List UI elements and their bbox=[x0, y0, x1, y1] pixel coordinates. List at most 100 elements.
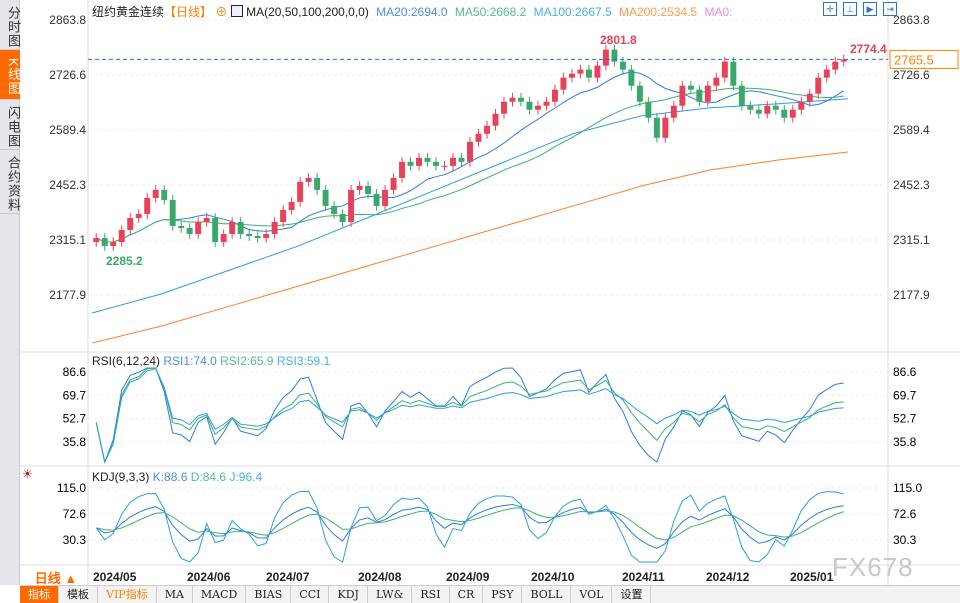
candle bbox=[611, 49, 618, 62]
rsi1-line bbox=[95, 367, 844, 464]
candle bbox=[263, 234, 270, 239]
date-tick: 2024/10 bbox=[531, 570, 575, 584]
candle bbox=[348, 189, 355, 222]
candle bbox=[399, 161, 406, 178]
candle bbox=[806, 93, 813, 102]
kdj-j-value: J:96.4 bbox=[229, 470, 263, 484]
kdj-header: KDJ(9,3,3) K:88.6 D:84.6 J:96.4 bbox=[92, 470, 262, 484]
period-selector[interactable]: 日线 ▲ bbox=[34, 571, 78, 586]
price-tick-right: 2315.1 bbox=[893, 233, 930, 247]
zoom-in-icon[interactable]: ▶ bbox=[863, 2, 877, 16]
rsi-tick-right: 35.8 bbox=[893, 435, 917, 449]
candle bbox=[526, 101, 533, 110]
candle bbox=[619, 61, 626, 70]
tab-4[interactable]: MACD bbox=[193, 586, 247, 603]
sidebar-item-kline[interactable]: K线图 bbox=[0, 50, 21, 100]
candle bbox=[755, 109, 762, 114]
kdj-tick-left: 30.3 bbox=[63, 533, 87, 547]
recent-high-annotation: 2774.4 bbox=[850, 42, 887, 56]
sun-icon[interactable]: ☀ bbox=[22, 467, 33, 481]
candle bbox=[517, 97, 524, 102]
candle bbox=[475, 133, 482, 142]
ma50-line bbox=[96, 87, 844, 243]
price-tick-left: 2726.6 bbox=[49, 68, 86, 82]
candle bbox=[161, 189, 168, 200]
candle bbox=[271, 221, 278, 235]
tab-0[interactable]: 指标 bbox=[20, 586, 59, 603]
tab-5[interactable]: BIAS bbox=[246, 586, 292, 603]
kdj-tick-left: 115.0 bbox=[57, 481, 86, 495]
candle bbox=[237, 221, 244, 235]
candle bbox=[585, 69, 592, 78]
tab-6[interactable]: CCI bbox=[291, 586, 330, 603]
candle bbox=[424, 157, 431, 162]
rsi-tick-left: 69.7 bbox=[63, 388, 87, 402]
rsi-tick-left: 52.7 bbox=[63, 412, 87, 426]
candle bbox=[738, 85, 745, 106]
tab-3[interactable]: MA bbox=[157, 586, 193, 603]
sidebar-item-contract-info[interactable]: 合约资料 bbox=[0, 150, 21, 214]
scroll-right-icon[interactable]: ⇥ bbox=[883, 2, 897, 16]
sidebar-item-timeshare[interactable]: 分时图 bbox=[0, 0, 21, 50]
candle bbox=[602, 49, 609, 66]
date-tick: 2024/06 bbox=[187, 570, 231, 584]
tab-11[interactable]: PSY bbox=[483, 586, 523, 603]
candle bbox=[484, 125, 490, 134]
ma-chart-icon[interactable] bbox=[230, 5, 243, 17]
fit-icon[interactable]: ⊥ bbox=[843, 2, 857, 16]
candle bbox=[186, 228, 193, 235]
kdj-label: KDJ(9,3,3) bbox=[92, 470, 150, 484]
kdj-j-line bbox=[95, 490, 844, 563]
date-tick: 2024/09 bbox=[446, 570, 490, 584]
tab-2[interactable]: VIP指标 bbox=[98, 586, 157, 603]
candle bbox=[730, 61, 737, 86]
rsi2-value: RSI2:65.9 bbox=[220, 354, 274, 368]
tab-7[interactable]: KDJ bbox=[329, 586, 368, 603]
kdj-tick-right: 72.6 bbox=[893, 507, 917, 521]
tab-10[interactable]: CR bbox=[450, 586, 484, 603]
candle bbox=[789, 109, 796, 118]
candle bbox=[696, 89, 703, 102]
candle bbox=[152, 189, 159, 198]
tab-12[interactable]: BOLL bbox=[522, 586, 572, 603]
candle bbox=[331, 205, 338, 214]
candle bbox=[110, 242, 117, 247]
candle bbox=[127, 217, 134, 231]
tab-8[interactable]: LW& bbox=[368, 586, 413, 603]
candle bbox=[772, 105, 779, 110]
candle bbox=[416, 157, 423, 166]
tab-14[interactable]: 设置 bbox=[612, 586, 652, 603]
candle bbox=[297, 181, 304, 202]
candle bbox=[382, 189, 389, 206]
ma-settings[interactable]: MA(20,50,100,200,0,0) bbox=[246, 5, 369, 19]
price-tick-left: 2177.9 bbox=[49, 288, 86, 302]
current-price-box bbox=[889, 49, 959, 69]
candle bbox=[679, 85, 686, 106]
kdj-tick-right: 30.3 bbox=[893, 533, 917, 547]
tab-13[interactable]: VOL bbox=[571, 586, 613, 603]
candle bbox=[840, 59, 847, 62]
candle bbox=[628, 69, 635, 86]
kdj-k-line bbox=[95, 504, 844, 549]
candle bbox=[339, 213, 346, 222]
date-tick: 2024/05 bbox=[93, 570, 137, 584]
crosshair-icon[interactable]: ✛ bbox=[823, 2, 837, 16]
rsi-tick-right: 86.6 bbox=[893, 365, 917, 379]
candle bbox=[823, 69, 830, 78]
kline-chart[interactable]: 2863.8 2863.8 2726.6 2726.6 2589.4 2589.4 2452… bbox=[0, 0, 960, 585]
candle bbox=[246, 234, 253, 237]
rsi3-line bbox=[95, 367, 844, 464]
tab-1[interactable]: 模板 bbox=[59, 586, 98, 603]
candle bbox=[433, 161, 439, 166]
current-price-label: 2765.5 bbox=[894, 52, 934, 67]
candle bbox=[135, 213, 142, 218]
sidebar-item-flash[interactable]: 闪电图 bbox=[0, 100, 21, 150]
high-annotation: 2801.8 bbox=[600, 33, 637, 47]
candle bbox=[713, 77, 720, 86]
candle bbox=[305, 177, 312, 182]
tab-9[interactable]: RSI bbox=[412, 586, 450, 603]
add-icon[interactable]: ⊕ bbox=[215, 5, 228, 19]
price-tick-right: 2452.3 bbox=[893, 178, 930, 192]
candle bbox=[721, 61, 728, 78]
candle bbox=[543, 101, 550, 106]
